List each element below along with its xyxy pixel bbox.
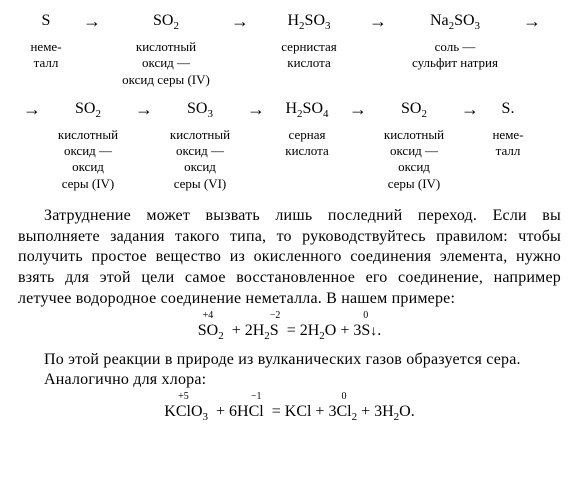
arrow-icon: → xyxy=(130,98,158,120)
formula: H2SO3 xyxy=(287,10,330,32)
arrow-icon: → xyxy=(74,10,110,32)
compound-label: кислотныйоксид —оксидсеры (VI) xyxy=(170,127,230,192)
reaction-chain-2: → SO2 кислотныйоксид —оксидсеры (IV) → S… xyxy=(18,98,561,192)
arrow-icon: → xyxy=(242,98,270,120)
arrow-icon: → xyxy=(360,10,396,32)
compound-label: неме-талл xyxy=(30,39,61,72)
arrow-icon: → xyxy=(344,98,372,120)
arrow-icon: → xyxy=(456,98,484,120)
oxidation-state: −2 xyxy=(270,309,279,323)
oxidation-state: +4 xyxy=(198,309,218,323)
formula: S. xyxy=(502,98,515,120)
compound-label: кислотныйоксид —оксид серы (IV) xyxy=(122,39,210,88)
compound-label: сернистаякислота xyxy=(281,39,336,72)
paragraph-3: Аналогично для хлора: xyxy=(18,370,561,391)
oxidation-state: 0 xyxy=(336,390,351,404)
paragraph-1: Затруднение может вызвать лишь последний… xyxy=(18,206,561,310)
equation-1: +4SO2 + 2H2−2S = 2H2O + 30S↓. xyxy=(18,320,561,342)
compound-label: кислотныйоксид —оксидсеры (IV) xyxy=(58,127,118,192)
formula: SO2 xyxy=(401,98,427,120)
arrow-icon: → xyxy=(514,10,550,32)
compound-label: сернаякислота xyxy=(285,127,328,160)
oxidation-state: +5 xyxy=(176,390,191,404)
formula: S xyxy=(42,10,51,32)
equation-2: K+5ClO3 + 6H−1Cl = KCl + 30Cl2 + 3H2O. xyxy=(18,401,561,423)
compound-label: неме-талл xyxy=(492,127,523,160)
formula: SO2 xyxy=(153,10,179,32)
arrow-icon: → xyxy=(18,98,46,120)
formula: Na2SO3 xyxy=(430,10,480,32)
precipitate-arrow-icon: ↓ xyxy=(370,324,377,339)
oxidation-state: 0 xyxy=(361,309,370,323)
reaction-chain-1: S неме-талл → SO2 кислотныйоксид —оксид … xyxy=(18,10,561,88)
oxidation-state: −1 xyxy=(249,390,264,404)
arrow-icon: → xyxy=(222,10,258,32)
formula: SO2 xyxy=(75,98,101,120)
paragraph-2: По этой реакции в природе из вулканическ… xyxy=(18,350,561,371)
compound-label: кислотныйоксид —оксидсеры (IV) xyxy=(384,127,444,192)
formula: SO3 xyxy=(187,98,213,120)
formula: H2SO4 xyxy=(285,98,328,120)
compound-label: соль —сульфит натрия xyxy=(412,39,498,72)
